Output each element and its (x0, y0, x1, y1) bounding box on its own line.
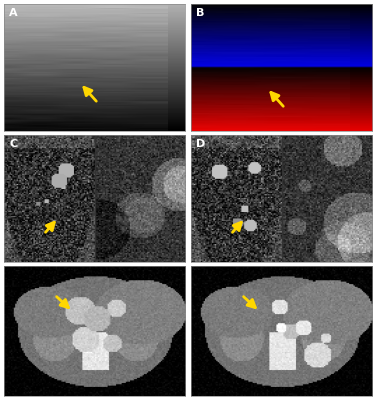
Text: Type ORIGINAL: Type ORIGINAL (261, 374, 302, 379)
Text: E: E (9, 270, 17, 280)
Text: Type ORIGINAL: Type ORIGINAL (74, 374, 115, 379)
Text: D: D (196, 139, 205, 149)
Text: B: B (196, 8, 205, 18)
Text: C: C (9, 139, 17, 149)
Text: A: A (9, 8, 18, 18)
Text: F: F (196, 270, 204, 280)
